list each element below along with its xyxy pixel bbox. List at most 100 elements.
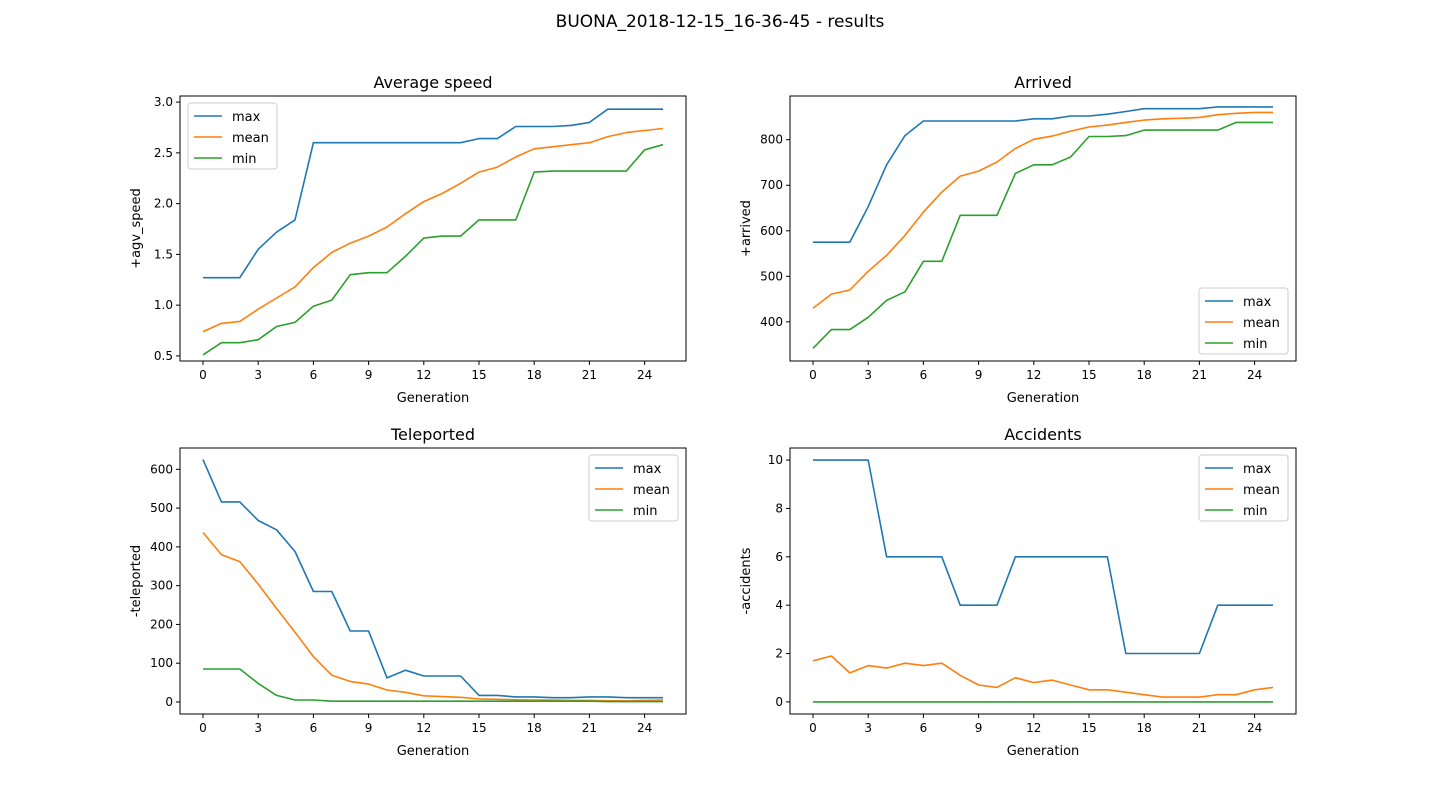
- x-tick-label: 0: [199, 368, 207, 382]
- y-tick-label: 800: [760, 133, 783, 147]
- chart-title-average-speed: Average speed: [373, 73, 492, 92]
- x-tick-label: 0: [809, 368, 817, 382]
- axes-frame: [789, 95, 1297, 362]
- y-tick-label: 1.0: [154, 298, 173, 312]
- x-axis-label: Generation: [397, 744, 470, 759]
- axes-frame: [179, 447, 687, 715]
- x-tick-label: 24: [637, 721, 652, 735]
- y-tick-label: 500: [150, 501, 173, 515]
- series-line-min: [203, 668, 663, 703]
- series-line-min: [812, 121, 1273, 349]
- x-tick-label: 9: [975, 368, 983, 382]
- x-tick-label: 6: [310, 721, 318, 735]
- y-tick-label: 0: [165, 695, 173, 709]
- chart-average-speed: Average speed 0 3 6 9 12 15 18 21 24 0.5 1.0 1.5 2.0 2…: [129, 73, 687, 406]
- legend-frame: [1198, 454, 1289, 522]
- x-tick-label: 6: [310, 368, 318, 382]
- y-tick-label: 600: [760, 224, 783, 238]
- legend-label-max: max: [1243, 462, 1272, 477]
- y-tick-label: 2.5: [154, 146, 173, 160]
- x-tick-label: 6: [920, 368, 928, 382]
- y-tick-label: 10: [768, 453, 783, 467]
- x-tick-label: 6: [920, 721, 928, 735]
- chart-teleported: Teleported 0 3 6 9 12 15 18 21 24 0 100 200 300 400 500…: [129, 425, 687, 759]
- chart-title-teleported: Teleported: [390, 425, 475, 444]
- x-tick-label: 3: [254, 721, 262, 735]
- legend-label-mean: mean: [633, 483, 670, 498]
- x-tick-label: 3: [254, 368, 262, 382]
- x-tick-label: 3: [864, 721, 872, 735]
- legend: max mean min: [187, 102, 278, 170]
- legend-frame: [1198, 287, 1289, 355]
- x-tick-label: 12: [1026, 368, 1041, 382]
- series-line-mean: [812, 111, 1273, 309]
- y-tick-label: 400: [760, 315, 783, 329]
- y-tick-label: 700: [760, 178, 783, 192]
- x-tick-label: 18: [527, 368, 542, 382]
- x-axis-label: Generation: [1007, 744, 1080, 759]
- y-axis-label: -teleported: [129, 545, 144, 617]
- series-line-min: [202, 143, 664, 356]
- legend: max mean min: [1198, 454, 1289, 522]
- legend: max mean min: [588, 454, 679, 522]
- y-tick-label: 0: [775, 695, 783, 709]
- y-tick-label: 100: [150, 656, 173, 670]
- x-tick-label: 24: [637, 368, 652, 382]
- x-tick-label: 21: [582, 368, 597, 382]
- y-tick-label: 400: [150, 540, 173, 554]
- legend-frame: [187, 102, 278, 170]
- x-tick-label: 0: [809, 721, 817, 735]
- legend-label-mean: mean: [1243, 316, 1280, 331]
- x-tick-label: 24: [1247, 368, 1262, 382]
- y-tick-label: 3.0: [154, 95, 173, 109]
- y-tick-label: 2: [775, 647, 783, 661]
- y-axis-label: +arrived: [739, 200, 754, 257]
- y-tick-label: 0.5: [154, 349, 173, 363]
- chart-title-arrived: Arrived: [1014, 73, 1072, 92]
- x-tick-label: 0: [199, 721, 207, 735]
- x-tick-label: 24: [1247, 721, 1262, 735]
- x-tick-label: 18: [1137, 368, 1152, 382]
- x-tick-label: 18: [1137, 721, 1152, 735]
- x-tick-label: 15: [1081, 721, 1096, 735]
- series-line-max: [813, 459, 1273, 655]
- series-line-max: [203, 108, 663, 279]
- legend-label-max: max: [633, 462, 662, 477]
- legend-label-min: min: [1243, 337, 1268, 352]
- x-tick-label: 12: [416, 721, 431, 735]
- x-tick-label: 15: [1081, 368, 1096, 382]
- y-tick-label: 200: [150, 617, 173, 631]
- series-line-mean: [202, 127, 664, 333]
- x-tick-label: 12: [416, 368, 431, 382]
- legend-label-max: max: [1243, 295, 1272, 310]
- series-line-max: [202, 459, 663, 699]
- y-tick-label: 6: [775, 550, 783, 564]
- y-axis-label: -accidents: [739, 547, 754, 614]
- y-tick-label: 2.0: [154, 197, 173, 211]
- legend-label-min: min: [232, 152, 257, 167]
- x-tick-label: 21: [582, 721, 597, 735]
- y-tick-label: 600: [150, 462, 173, 476]
- y-axis-label: +agv_speed: [129, 188, 144, 269]
- axes-frame: [179, 95, 687, 362]
- x-tick-label: 21: [1192, 721, 1207, 735]
- x-tick-label: 3: [864, 368, 872, 382]
- y-tick-label: 1.5: [154, 247, 173, 261]
- legend-frame: [588, 454, 679, 522]
- x-tick-label: 15: [471, 721, 486, 735]
- y-tick-label: 300: [150, 579, 173, 593]
- axes-frame: [789, 447, 1297, 715]
- series-line-mean: [812, 655, 1274, 698]
- x-tick-label: 9: [365, 721, 373, 735]
- legend-label-mean: mean: [232, 131, 269, 146]
- x-axis-label: Generation: [397, 391, 470, 406]
- x-tick-label: 18: [527, 721, 542, 735]
- x-axis-label: Generation: [1007, 391, 1080, 406]
- y-tick-label: 500: [760, 269, 783, 283]
- legend-label-max: max: [232, 110, 261, 125]
- x-tick-label: 12: [1026, 721, 1041, 735]
- legend-label-min: min: [633, 504, 658, 519]
- figure-title: BUONA_2018-12-15_16-36-45 - results: [555, 12, 885, 32]
